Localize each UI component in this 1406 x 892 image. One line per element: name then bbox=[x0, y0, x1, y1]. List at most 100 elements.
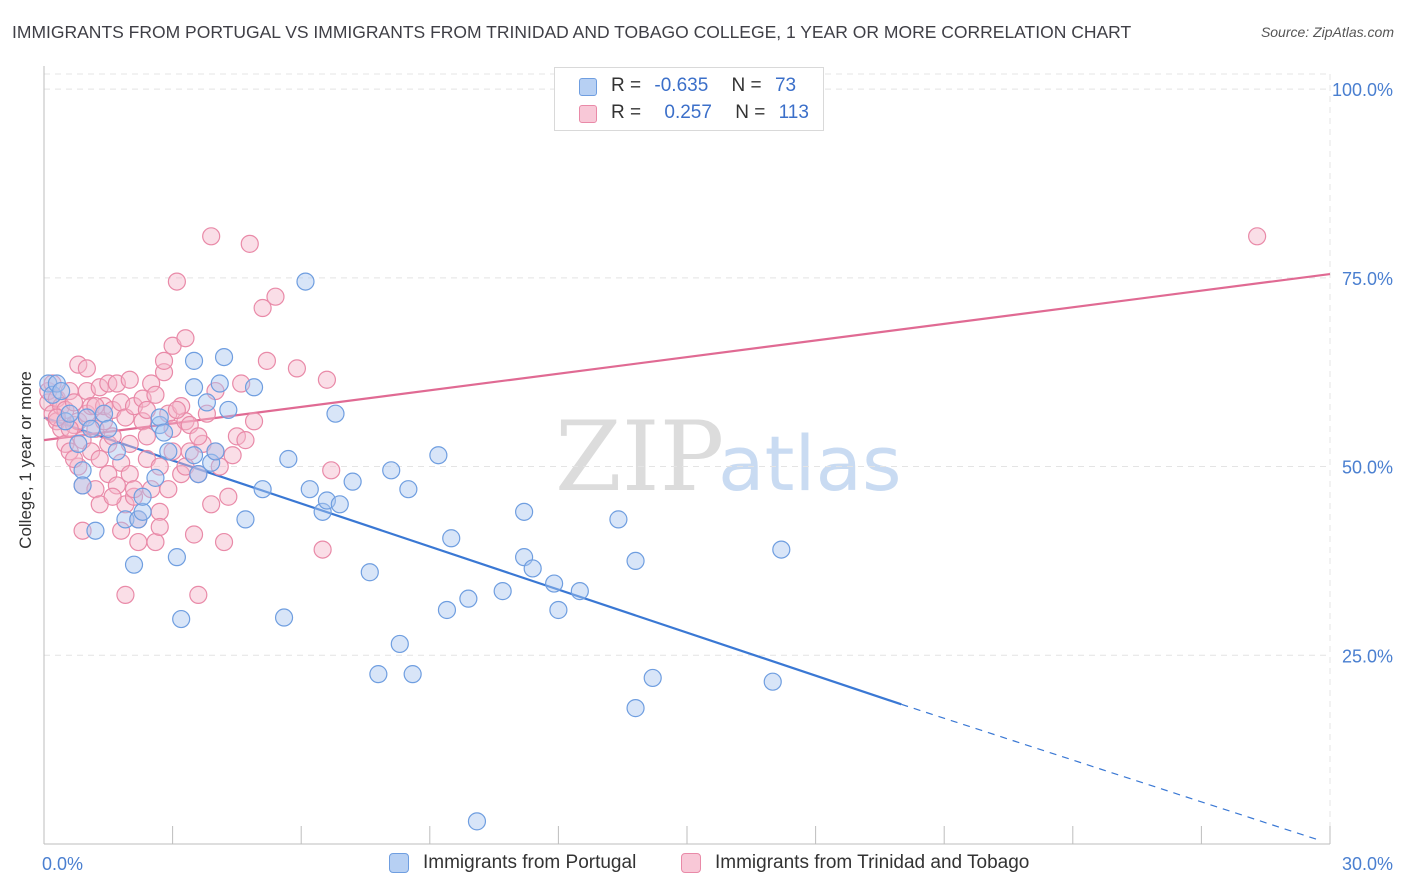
point-portugal bbox=[133, 502, 152, 521]
point-portugal bbox=[330, 495, 349, 514]
point-portugal bbox=[326, 404, 345, 423]
point-portugal bbox=[429, 446, 448, 465]
stats-legend: R = -0.635 N = 73 R = 0.257 N = 113 bbox=[554, 67, 824, 131]
point-portugal bbox=[515, 502, 534, 521]
point-portugal bbox=[206, 442, 225, 461]
point-portugal bbox=[77, 408, 96, 427]
point-portugal bbox=[43, 385, 62, 404]
legend-label: Immigrants from Trinidad and Tobago bbox=[715, 852, 1030, 873]
point-trinidad bbox=[77, 359, 96, 378]
point-trinidad bbox=[223, 446, 242, 465]
y-tick-label: 50.0% bbox=[1342, 458, 1393, 478]
point-portugal bbox=[274, 608, 294, 627]
point-portugal bbox=[545, 574, 564, 593]
point-portugal bbox=[626, 699, 645, 718]
point-portugal bbox=[184, 378, 204, 397]
point-portugal bbox=[437, 600, 457, 620]
point-portugal bbox=[167, 548, 186, 567]
point-trinidad bbox=[69, 355, 88, 374]
n-value: 113 bbox=[778, 102, 809, 123]
point-trinidad bbox=[313, 540, 332, 559]
y-tick-label: 75.0% bbox=[1342, 269, 1393, 289]
point-trinidad bbox=[167, 272, 186, 291]
point-trinidad bbox=[133, 412, 152, 431]
point-portugal bbox=[403, 665, 422, 684]
r-label: R = bbox=[611, 102, 642, 123]
data-points bbox=[39, 227, 1267, 831]
point-portugal bbox=[184, 446, 204, 465]
point-portugal bbox=[609, 510, 628, 529]
point-portugal bbox=[523, 559, 542, 578]
point-portugal bbox=[69, 434, 88, 454]
point-trinidad bbox=[120, 464, 139, 484]
y-tick-label: 100.0% bbox=[1332, 80, 1393, 100]
point-trinidad bbox=[202, 495, 221, 514]
point-portugal bbox=[570, 582, 589, 601]
point-trinidad bbox=[137, 427, 156, 446]
point-trinidad bbox=[184, 525, 204, 544]
point-portugal bbox=[493, 582, 512, 601]
point-portugal bbox=[202, 453, 221, 472]
point-portugal bbox=[313, 502, 332, 521]
watermark-zip: ZIP bbox=[555, 401, 724, 513]
x-tick-label: 0.0% bbox=[42, 854, 83, 874]
point-portugal bbox=[60, 404, 79, 423]
legend-swatch-blue bbox=[389, 853, 409, 873]
point-portugal bbox=[219, 400, 238, 420]
point-portugal bbox=[150, 408, 169, 427]
point-portugal bbox=[643, 668, 662, 688]
point-portugal bbox=[189, 464, 208, 484]
point-portugal bbox=[52, 381, 71, 401]
point-trinidad bbox=[214, 532, 234, 552]
point-portugal bbox=[124, 555, 144, 574]
point-portugal bbox=[772, 540, 791, 559]
point-trinidad bbox=[142, 374, 161, 393]
point-trinidad bbox=[167, 400, 186, 420]
legend-swatch-pink bbox=[681, 853, 701, 873]
point-portugal bbox=[459, 589, 478, 608]
point-trinidad bbox=[116, 585, 135, 604]
point-trinidad bbox=[154, 351, 174, 370]
point-trinidad bbox=[146, 385, 165, 404]
point-portugal bbox=[197, 393, 216, 412]
r-label: R = bbox=[611, 75, 642, 96]
point-portugal bbox=[626, 551, 645, 571]
watermark-atlas: atlas bbox=[718, 419, 902, 508]
point-trinidad bbox=[227, 427, 246, 446]
point-portugal bbox=[94, 404, 114, 423]
n-label: N = bbox=[735, 102, 766, 123]
point-trinidad bbox=[176, 329, 195, 348]
point-trinidad bbox=[90, 449, 109, 469]
point-trinidad bbox=[159, 480, 178, 499]
point-trinidad bbox=[266, 287, 285, 306]
tick-labels: 25.0% 50.0% 75.0% 100.0% 0.0% 30.0% bbox=[42, 80, 1393, 874]
point-trinidad bbox=[1248, 227, 1267, 246]
y-tick-label: 25.0% bbox=[1342, 646, 1393, 666]
legend-swatch-blue bbox=[579, 78, 597, 96]
point-portugal bbox=[549, 600, 568, 620]
legend-swatch-pink bbox=[579, 105, 597, 123]
point-trinidad bbox=[107, 476, 126, 495]
point-portugal bbox=[210, 374, 229, 393]
point-trinidad bbox=[287, 359, 307, 378]
point-portugal bbox=[467, 812, 487, 831]
point-trinidad bbox=[244, 412, 264, 431]
point-trinidad bbox=[253, 298, 272, 318]
point-portugal bbox=[184, 351, 204, 370]
point-trinidad bbox=[90, 378, 109, 397]
point-portugal bbox=[86, 521, 105, 540]
point-trinidad bbox=[317, 370, 337, 389]
n-value: 73 bbox=[774, 75, 797, 96]
point-portugal bbox=[99, 419, 118, 438]
point-portugal bbox=[296, 272, 315, 291]
point-trinidad bbox=[189, 585, 208, 604]
r-value: 0.257 bbox=[664, 102, 712, 123]
point-trinidad bbox=[219, 487, 238, 506]
point-trinidad bbox=[120, 370, 139, 389]
point-trinidad bbox=[103, 487, 122, 506]
point-trinidad bbox=[322, 461, 341, 480]
point-portugal bbox=[343, 472, 362, 491]
trend-line-trinidad bbox=[43, 272, 1331, 442]
point-portugal bbox=[253, 480, 272, 499]
